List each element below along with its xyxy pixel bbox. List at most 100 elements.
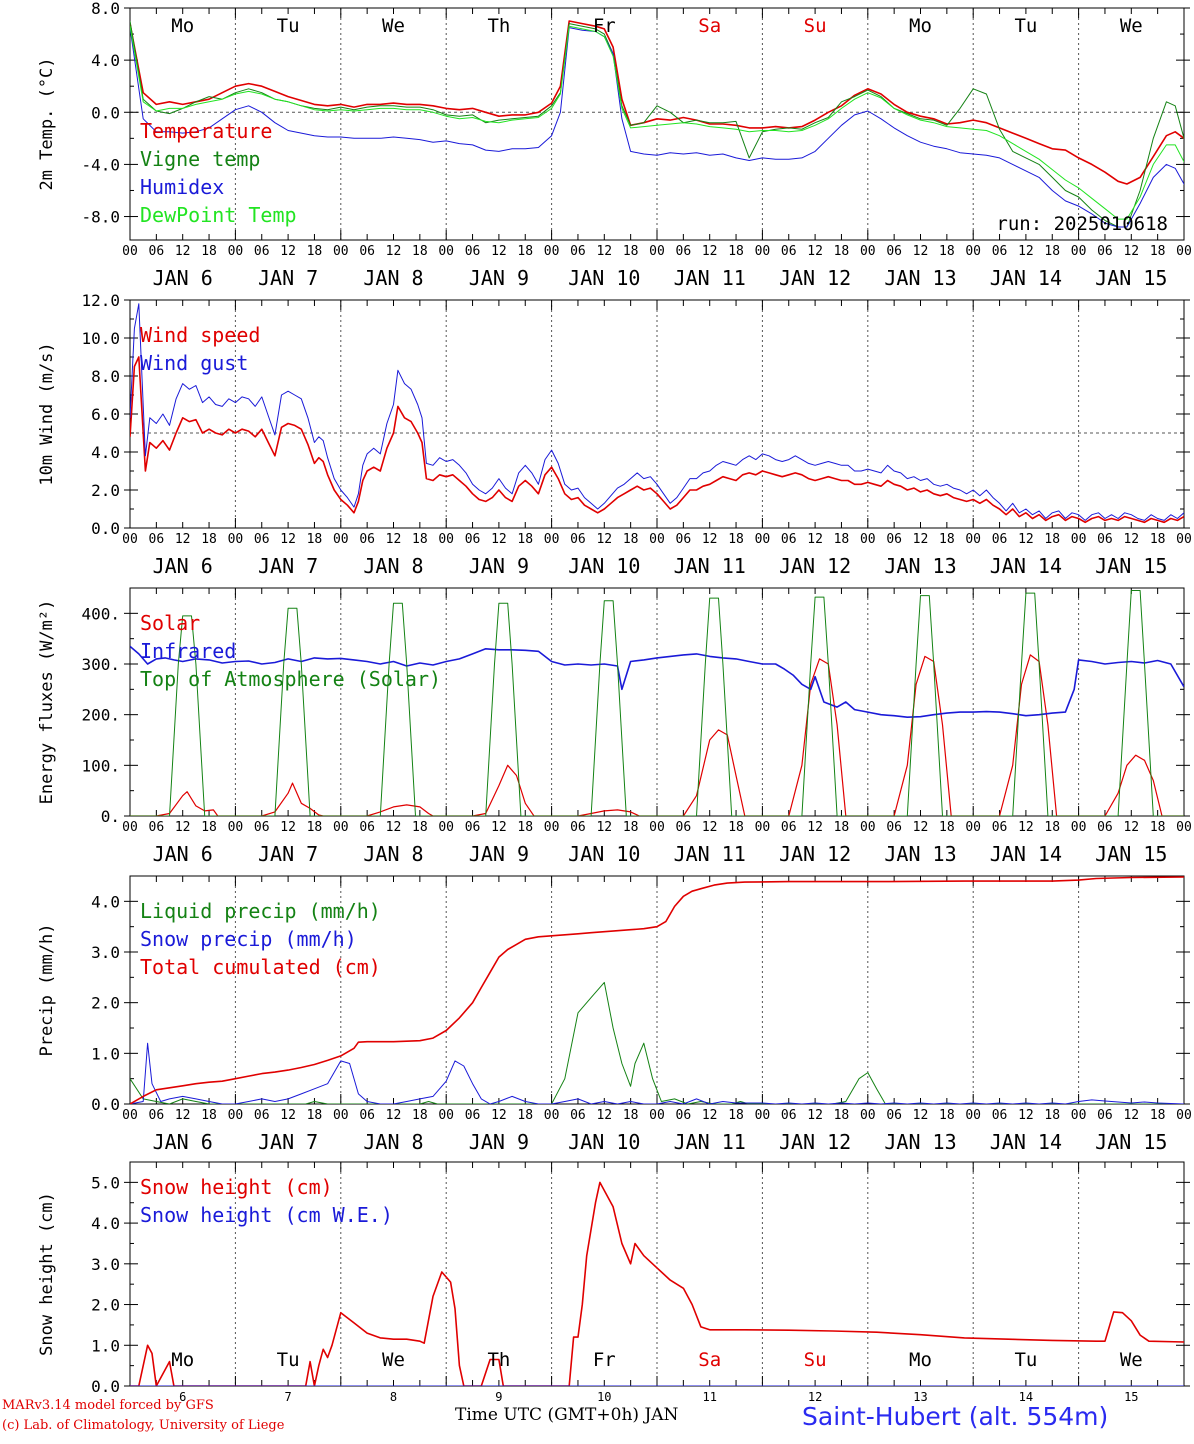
hour-tick-label: 06 [676, 820, 692, 835]
hour-tick-label: 00 [544, 1108, 560, 1123]
y-tick-label: 1.0 [91, 1044, 120, 1063]
hour-tick-label: 12 [1018, 244, 1034, 259]
day-label: JAN 15 [1095, 842, 1167, 866]
hour-tick-label: 06 [465, 1108, 481, 1123]
day-label: JAN 11 [674, 266, 746, 290]
day-label: JAN 9 [469, 842, 529, 866]
hour-tick-label: 00 [649, 244, 665, 259]
day-number-label: 7 [284, 1390, 291, 1404]
series-line-4 [130, 25, 1184, 220]
legend-entry: Vigne temp [140, 147, 260, 171]
y-axis-label: 10m Wind (m/s) [37, 342, 57, 485]
hour-tick-label: 18 [201, 1108, 217, 1123]
hour-tick-label: 18 [834, 820, 850, 835]
hour-tick-label: 18 [307, 820, 323, 835]
weekday-label: We [382, 15, 405, 37]
weekday-label: Fr [593, 1349, 616, 1371]
legend-entry: Top of Atmosphere (Solar) [140, 667, 441, 691]
panel-frame [129, 587, 1185, 817]
hour-tick-label: 00 [1071, 244, 1087, 259]
hour-tick-label: 06 [254, 820, 270, 835]
y-tick-label: 6.0 [91, 405, 120, 424]
day-number-label: 14 [1019, 1390, 1033, 1404]
day-label: JAN 13 [884, 842, 956, 866]
y-tick-label: 8.0 [91, 0, 120, 18]
day-label: JAN 12 [779, 554, 851, 578]
hour-tick-label: 12 [596, 1108, 612, 1123]
series-group [130, 590, 1184, 816]
hour-tick-label: 00 [649, 820, 665, 835]
hour-tick-label: 00 [122, 532, 138, 547]
weekday-label: Tu [1014, 15, 1037, 37]
day-number-label: 15 [1124, 1390, 1138, 1404]
hour-tick-label: 18 [412, 1108, 428, 1123]
day-label: JAN 7 [258, 842, 318, 866]
hour-tick-label: 12 [1123, 244, 1139, 259]
weekday-label: Su [804, 15, 827, 37]
hour-tick-label: 00 [333, 244, 349, 259]
day-label: JAN 11 [674, 1130, 746, 1154]
hour-tick-label: 18 [517, 1108, 533, 1123]
series-line-1 [130, 654, 1184, 816]
legend-entry: Total cumulated (cm) [140, 955, 381, 979]
hour-tick-label: 18 [834, 532, 850, 547]
hour-tick-label: 18 [834, 1108, 850, 1123]
panel-5: 5.0 4.0 3.0 2.0 1.0 0.0 Snow height (cm) Snow h… [37, 1161, 1190, 1404]
hour-tick-label: 12 [807, 532, 823, 547]
weekday-label: Tu [277, 1349, 300, 1371]
hour-tick-label: 18 [1150, 532, 1166, 547]
day-label: JAN 12 [779, 842, 851, 866]
hour-tick-label: 00 [860, 1108, 876, 1123]
day-label: JAN 12 [779, 266, 851, 290]
hour-tick-label: 00 [544, 244, 560, 259]
hour-tick-label: 06 [781, 820, 797, 835]
hour-tick-label: 00 [755, 244, 771, 259]
day-label: JAN 6 [153, 1130, 213, 1154]
hour-tick-label: 00 [965, 1108, 981, 1123]
hour-tick-label: 00 [438, 820, 454, 835]
hour-tick-label: 12 [807, 820, 823, 835]
hour-tick-label: 18 [834, 244, 850, 259]
hour-tick-label: 18 [939, 244, 955, 259]
day-label: JAN 13 [884, 554, 956, 578]
model-line: MARv3.14 model forced by GFS [2, 1398, 214, 1413]
day-label: JAN 7 [258, 266, 318, 290]
hour-tick-label: 18 [1150, 1108, 1166, 1123]
hour-tick-label: 18 [939, 820, 955, 835]
legend-entry: Wind gust [140, 351, 248, 375]
y-tick-label: -4.0 [81, 155, 120, 174]
hour-tick-label: 18 [517, 820, 533, 835]
hour-tick-label: 00 [333, 820, 349, 835]
hour-tick-label: 00 [965, 244, 981, 259]
hour-tick-label: 00 [860, 532, 876, 547]
hour-tick-label: 06 [149, 1108, 165, 1123]
y-tick-label: 12.0 [81, 291, 120, 310]
hour-tick-label: 00 [438, 532, 454, 547]
y-tick-label: 0. [101, 807, 120, 826]
hour-tick-label: 12 [807, 244, 823, 259]
weekday-label: Su [804, 1349, 827, 1371]
hour-tick-label: 00 [1071, 1108, 1087, 1123]
hour-tick-label: 12 [913, 820, 929, 835]
weekday-label: Tu [277, 15, 300, 37]
hour-tick-label: 12 [175, 244, 191, 259]
day-label: JAN 12 [779, 1130, 851, 1154]
hour-tick-label: 12 [702, 244, 718, 259]
hour-tick-label: 18 [412, 532, 428, 547]
hour-tick-label: 00 [122, 1108, 138, 1123]
panel-3: 400. 300. 200. 100. 0. Energy fluxes (W/m²) So… [37, 587, 1192, 866]
legend-entry: Snow height (cm) [140, 1175, 333, 1199]
series-line-1 [130, 1181, 1184, 1386]
hour-tick-label: 18 [201, 532, 217, 547]
hour-tick-label: 12 [491, 1108, 507, 1123]
hour-tick-label: 06 [886, 244, 902, 259]
hour-tick-label: 18 [412, 820, 428, 835]
legend-entry: Snow precip (mm/h) [140, 927, 357, 951]
hour-tick-label: 12 [596, 820, 612, 835]
hour-tick-label: 00 [755, 532, 771, 547]
hour-tick-label: 00 [438, 244, 454, 259]
hour-tick-label: 12 [1123, 820, 1139, 835]
series-line-2 [130, 1042, 1184, 1104]
hour-tick-label: 18 [1044, 1108, 1060, 1123]
hour-tick-label: 06 [149, 244, 165, 259]
